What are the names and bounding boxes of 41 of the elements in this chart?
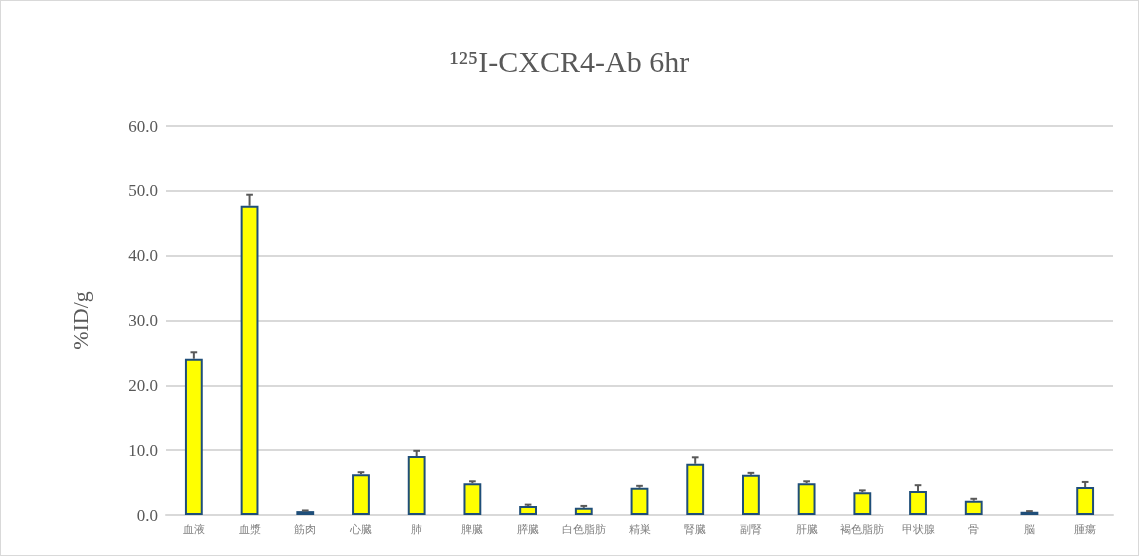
bar — [184, 358, 203, 515]
bar — [407, 456, 426, 515]
x-tick-label: 精巣 — [628, 522, 651, 535]
x-tick-label: 白色脂肪 — [561, 522, 606, 535]
x-tick-label: 褐色脂肪 — [840, 522, 885, 535]
bar — [352, 474, 370, 515]
bar — [519, 505, 537, 515]
y-tick-label: 50.0 — [128, 181, 158, 201]
x-tick-label: 肺 — [411, 522, 423, 535]
x-tick-label: 脳 — [1023, 522, 1035, 535]
bar — [909, 491, 927, 515]
bar — [240, 205, 259, 515]
y-tick-label: 0.0 — [136, 505, 158, 525]
y-tick-label: 10.0 — [128, 440, 158, 460]
x-tick-label: 副腎 — [739, 522, 762, 535]
chart-title: ¹²⁵I-CXCR4-Ab 6hr — [449, 44, 690, 78]
y-tick-label: 20.0 — [128, 375, 158, 395]
x-tick-label: 脾臓 — [461, 522, 484, 535]
x-tick-label: 筋肉 — [294, 522, 317, 535]
y-axis-title: %ID/g — [67, 291, 93, 350]
x-tick-label: 膵臓 — [517, 522, 540, 535]
x-tick-label: 心臓 — [348, 522, 372, 535]
bar — [463, 483, 482, 515]
y-tick-label: 40.0 — [128, 246, 158, 266]
x-tick-label: 骨 — [968, 522, 980, 535]
x-tick-label: 腎臓 — [684, 522, 707, 535]
bar — [574, 507, 593, 515]
y-tick-label: 60.0 — [128, 116, 158, 136]
bar — [853, 492, 872, 515]
x-tick-label: 血漿 — [238, 522, 261, 535]
x-tick-label: 腫瘍 — [1074, 522, 1097, 535]
x-tick-label: 肝臓 — [795, 522, 818, 535]
bar — [1076, 487, 1095, 515]
x-tick-label: 血液 — [182, 522, 205, 535]
bar — [964, 500, 983, 515]
bar — [686, 463, 705, 515]
bar — [742, 474, 760, 515]
x-tick-label: 甲状腺 — [901, 522, 935, 535]
bar — [797, 483, 816, 515]
bar — [630, 487, 649, 515]
y-tick-label: 30.0 — [128, 311, 158, 330]
